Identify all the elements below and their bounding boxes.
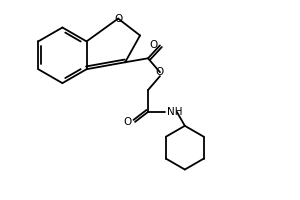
Text: O: O	[150, 40, 158, 50]
Text: O: O	[156, 67, 164, 77]
Text: NH: NH	[167, 107, 182, 117]
Text: O: O	[114, 14, 122, 24]
Text: O: O	[124, 117, 132, 127]
